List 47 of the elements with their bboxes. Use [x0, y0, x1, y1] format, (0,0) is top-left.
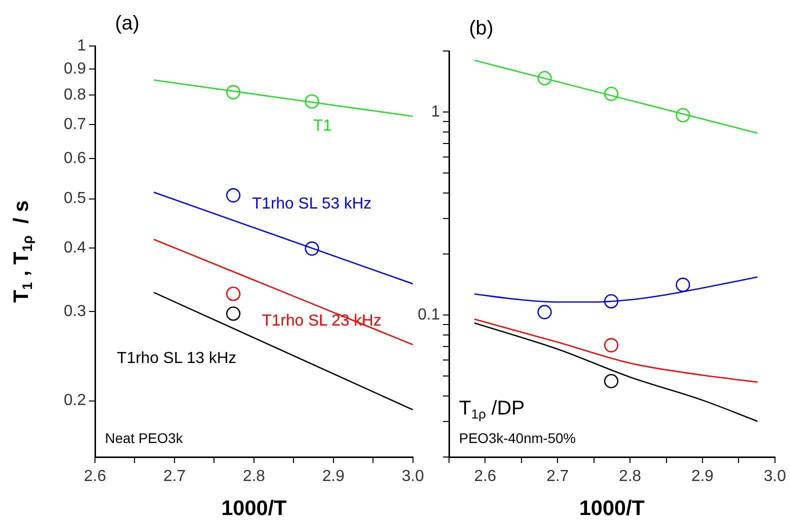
x-tick-label: 2.6	[474, 468, 496, 486]
x-tick-label: 2.9	[691, 468, 714, 486]
chart-title: (a)	[115, 12, 140, 35]
y-tick-label: 0.6	[64, 150, 86, 168]
point	[226, 85, 240, 100]
chart-title: (b)	[469, 18, 494, 40]
series-label: T1rho SL 13 kHz	[116, 350, 236, 368]
point	[604, 338, 618, 352]
point	[604, 86, 618, 102]
annotation: Neat PEO3k	[105, 430, 184, 446]
line-series	[474, 318, 758, 383]
point	[676, 278, 690, 292]
x-axis-title: 1000/T	[221, 496, 287, 520]
point	[537, 304, 552, 320]
y-axis-title: T1 , T1ρ / s	[10, 200, 36, 303]
y-tick-label: 1	[77, 37, 86, 54]
y-tick-label: 0.7	[64, 116, 86, 134]
x-tick-label: 2.7	[546, 468, 569, 486]
point	[676, 108, 690, 122]
x-tick-label: 3.0	[764, 468, 786, 486]
series-label: T1rho SL 53 kHz	[252, 195, 372, 212]
line-series	[474, 322, 758, 422]
x-tick-label: 2.8	[242, 468, 266, 486]
x-tick-label: 2.7	[163, 468, 186, 486]
series-label: T1	[313, 118, 332, 135]
y-tick-label: 1	[431, 104, 440, 121]
x-tick-label: 3.0	[402, 468, 424, 486]
y-tick-label: 0.8	[64, 86, 86, 104]
y-tick-label: 0.9	[64, 60, 86, 78]
y-tick-label: 0.1	[418, 306, 440, 324]
point	[226, 286, 240, 301]
x-tick-label: 2.9	[322, 468, 345, 486]
point	[604, 374, 618, 388]
y-tick-label: 0.4	[64, 239, 86, 256]
y-tick-label: 0.2	[64, 392, 86, 410]
y-tick-label: 0.3	[64, 302, 86, 320]
point	[604, 294, 618, 308]
x-axis-title: 1000/T	[579, 496, 645, 520]
point	[226, 188, 240, 202]
point	[304, 241, 320, 256]
x-tick-label: 2.8	[618, 468, 642, 486]
point	[226, 306, 240, 321]
annotation: PEO3k-40nm-50%	[459, 430, 576, 446]
x-tick-label: 2.6	[84, 468, 106, 486]
y-tick-label: 0.5	[64, 190, 86, 208]
point	[304, 94, 320, 108]
point	[537, 70, 552, 86]
